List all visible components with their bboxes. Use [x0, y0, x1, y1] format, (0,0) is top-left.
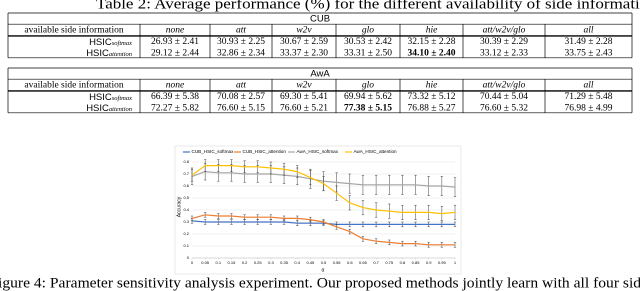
y-tick-label: 0.7	[183, 171, 189, 176]
column-header: att/w2v/glo	[483, 25, 526, 35]
row-label: HSICsoftmax	[89, 92, 132, 103]
x-tick-label: 0.3	[268, 260, 274, 265]
x-tick-label: 0.1	[216, 260, 222, 265]
x-tick-label: 0	[191, 260, 194, 265]
table-cell: 69.30 ± 5.41	[280, 92, 328, 102]
table-cell: 26.93 ± 2.41	[151, 37, 199, 47]
x-tick-label: 0.65	[359, 260, 368, 265]
x-tick-label: 0.9	[426, 260, 432, 265]
table-cell: 76.60 ± 5.32	[480, 103, 528, 113]
section-title: CUB	[310, 14, 330, 25]
y-axis-label: Accuracy	[176, 196, 182, 217]
y-tick-label: 0.1	[183, 243, 189, 248]
y-tick-label: 0.2	[183, 231, 189, 236]
table-cell: 76.60 ± 5.15	[217, 103, 265, 113]
table-cell: 29.12 ± 2.44	[151, 48, 199, 58]
table-cell: 30.53 ± 2.42	[344, 37, 392, 47]
x-tick-label: 0.55	[333, 260, 342, 265]
column-header: available side information	[24, 24, 123, 35]
row-label: HSICsoftmax	[89, 37, 132, 48]
y-tick-label: 0.8	[183, 159, 189, 164]
legend-label: AwA_HSIC_softmax	[297, 149, 339, 154]
x-tick-label: 0.35	[280, 260, 289, 265]
series-line	[191, 165, 456, 215]
table-cell: 30.93 ± 2.25	[217, 37, 265, 47]
figure-caption: igure 4: Parameter sensitivity analysis …	[0, 275, 640, 291]
table-cell: 33.31 ± 2.50	[344, 48, 392, 58]
column-header: glo	[362, 80, 374, 90]
row-label-name: HSIC	[89, 37, 112, 48]
table-cell: 73.32 ± 5.12	[408, 92, 456, 102]
table-cell: 72.27 ± 5.82	[151, 103, 199, 113]
column-header: all	[583, 80, 593, 90]
table-cell: 33.75 ± 2.43	[565, 48, 613, 58]
row-label-name: HSIC	[86, 103, 109, 114]
x-tick-label: 0.7	[373, 260, 379, 265]
table-cell: 77.38 ± 5.15	[344, 103, 392, 113]
table-title: Table 2: Average performance (%) for the…	[96, 0, 640, 12]
row-label: HSICattention	[86, 103, 132, 114]
row-label-name: HSIC	[86, 48, 109, 59]
table-cell: 32.86 ± 2.34	[217, 48, 265, 58]
column-header: att	[236, 25, 246, 35]
column-header: w2v	[296, 25, 312, 35]
table-cell: 30.39 ± 2.29	[480, 37, 528, 47]
y-tick-label: 0.4	[183, 207, 189, 212]
table-cell: 76.60 ± 5.21	[280, 103, 328, 113]
row-label-sub: attention	[109, 107, 132, 114]
table-cell: 31.49 ± 2.28	[565, 37, 613, 47]
column-header: att	[236, 80, 246, 90]
x-tick-label: 0.45	[306, 260, 315, 265]
table-cell: 70.44 ± 5.04	[480, 92, 528, 102]
x-axis-label: α	[322, 267, 325, 273]
column-header: glo	[362, 25, 374, 35]
table-cell: 34.10 ± 2.40	[408, 48, 456, 58]
x-tick-label: 0.15	[228, 260, 237, 265]
table-cell: 30.67 ± 2.59	[280, 37, 328, 47]
x-tick-label: 0.75	[385, 260, 394, 265]
table-cell: 66.39 ± 5.38	[151, 92, 199, 102]
x-tick-label: 0.25	[254, 260, 263, 265]
series-line	[191, 214, 455, 246]
column-header: none	[166, 80, 184, 90]
table-cell: 70.08 ± 2.57	[217, 92, 265, 102]
column-header: hie	[426, 80, 438, 90]
table-cell: 71.29 ± 5.48	[565, 92, 613, 102]
row-label-sub: softmax	[112, 40, 132, 47]
row-label-name: HSIC	[89, 92, 112, 103]
column-header: available side information	[24, 79, 123, 90]
column-header: att/w2v/glo	[483, 80, 526, 90]
table-cell: 76.88 ± 5.27	[408, 103, 456, 113]
column-header: none	[166, 25, 184, 35]
legend-label: CUB_HSIC_attention	[243, 149, 287, 154]
table-cell: 32.15 ± 2.28	[408, 37, 456, 47]
x-tick-label: 0.05	[201, 260, 210, 265]
y-tick-label: 0	[187, 255, 190, 260]
table-cell: 33.12 ± 2.33	[480, 48, 528, 58]
x-tick-label: 0.6	[347, 260, 353, 265]
x-tick-label: 0.5	[321, 260, 327, 265]
table-cell: 76.98 ± 4.99	[565, 103, 613, 113]
row-label-sub: attention	[109, 52, 132, 59]
y-tick-label: 0.3	[183, 219, 189, 224]
x-tick-label: 0.4	[294, 260, 300, 265]
table-cell: 69.94 ± 5.62	[344, 92, 392, 102]
column-header: hie	[426, 25, 438, 35]
column-header: w2v	[296, 80, 312, 90]
x-tick-label: 0.8	[400, 260, 406, 265]
x-tick-label: 0.2	[242, 260, 248, 265]
row-label: HSICattention	[86, 48, 132, 59]
section-title: AwA	[310, 69, 330, 80]
column-header: all	[583, 25, 593, 35]
row-label-sub: softmax	[112, 95, 132, 102]
x-tick-label: 0.95	[438, 260, 447, 265]
x-tick-label: 0.85	[412, 260, 421, 265]
legend-label: CUB_HSIC_softmax	[192, 149, 235, 154]
x-tick-label: 1	[454, 260, 457, 265]
y-tick-label: 0.6	[183, 183, 189, 188]
y-tick-label: 0.5	[183, 195, 189, 200]
table-cell: 33.37 ± 2.30	[280, 48, 328, 58]
legend-label: AwA_HSIC_attention	[354, 149, 398, 154]
